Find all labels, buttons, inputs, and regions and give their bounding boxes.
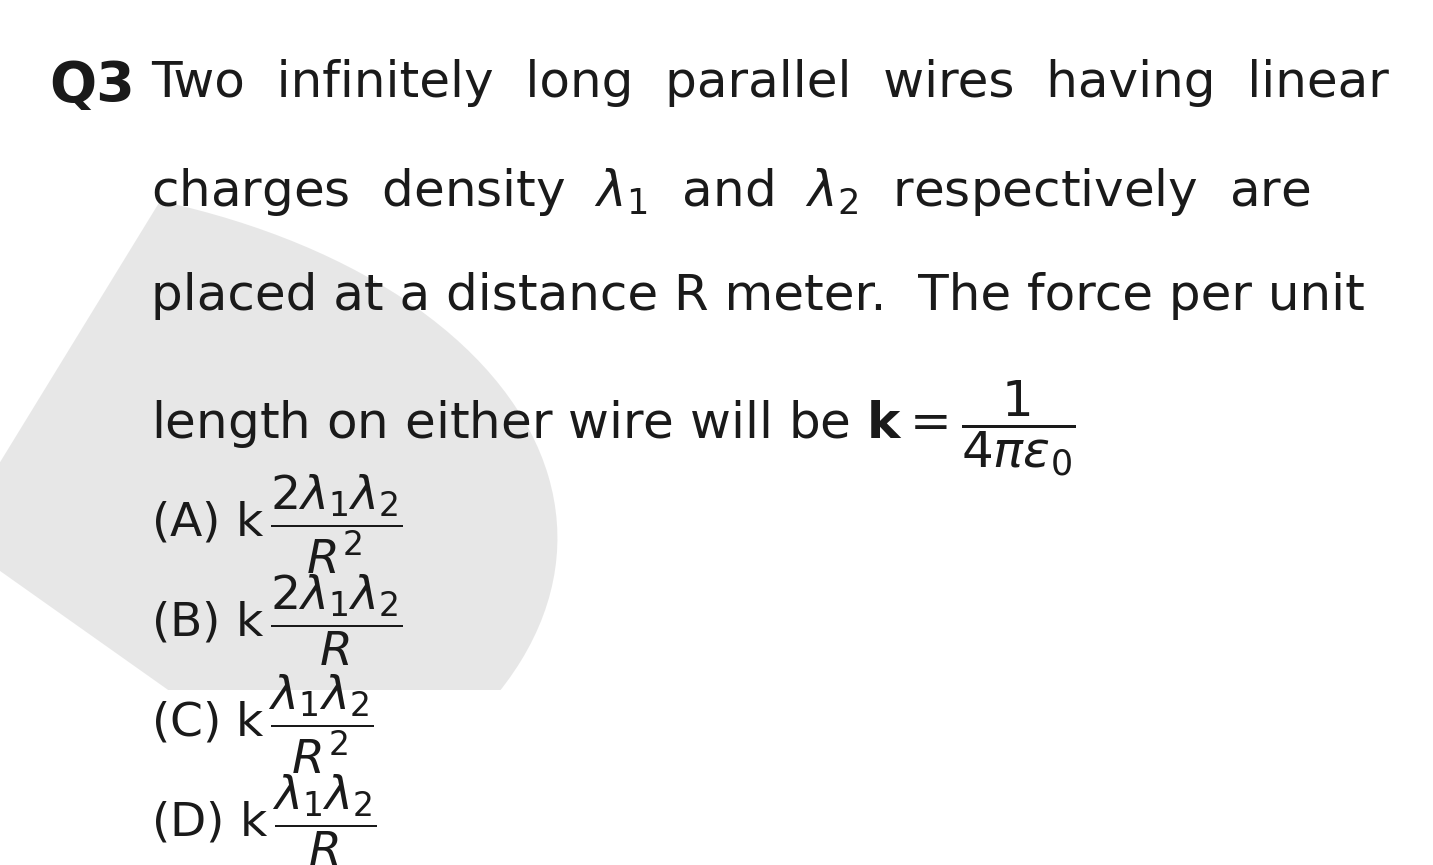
Text: Q3: Q3 bbox=[49, 59, 135, 112]
Text: (A) $\mathrm{k}\,\dfrac{2\lambda_1\lambda_2}{R^2}$: (A) $\mathrm{k}\,\dfrac{2\lambda_1\lambd… bbox=[150, 472, 403, 576]
Text: charges  density  $\lambda_1$  and  $\lambda_2$  respectively  are: charges density $\lambda_1$ and $\lambda… bbox=[150, 165, 1310, 218]
Text: length on either wire will be $\mathbf{k} = \dfrac{1}{4\pi\varepsilon_0}$: length on either wire will be $\mathbf{k… bbox=[150, 380, 1076, 479]
Text: placed at a distance R meter.  The force per unit: placed at a distance R meter. The force … bbox=[150, 272, 1364, 320]
Text: (C) $\mathrm{k}\,\dfrac{\lambda_1\lambda_2}{R^2}$: (C) $\mathrm{k}\,\dfrac{\lambda_1\lambda… bbox=[150, 673, 374, 776]
Text: (B) $\mathrm{k}\,\dfrac{2\lambda_1\lambda_2}{R}$: (B) $\mathrm{k}\,\dfrac{2\lambda_1\lambd… bbox=[150, 573, 403, 668]
Text: (D) $\mathrm{k}\,\dfrac{\lambda_1\lambda_2}{R}$: (D) $\mathrm{k}\,\dfrac{\lambda_1\lambda… bbox=[150, 772, 377, 865]
Text: Two  infinitely  long  parallel  wires  having  linear: Two infinitely long parallel wires havin… bbox=[150, 59, 1389, 106]
Wedge shape bbox=[0, 201, 557, 813]
